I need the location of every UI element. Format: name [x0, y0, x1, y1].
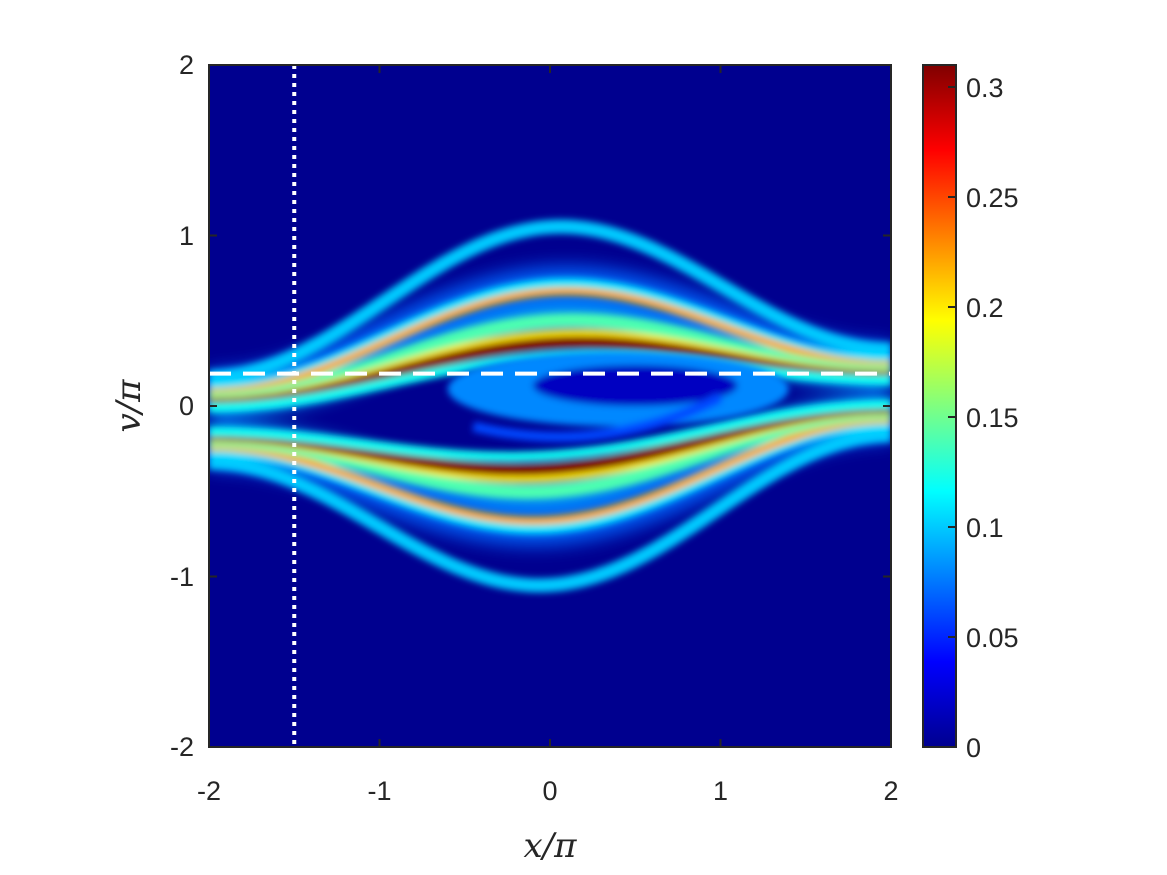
x-axis: -2 -1 0 1 2 x/π: [197, 776, 899, 866]
y-axis-label: v/π: [109, 379, 149, 433]
colorbar-tick-label: 0.3: [966, 73, 1004, 103]
colorbar-tick-label: 0.05: [966, 623, 1019, 653]
density-band: [209, 335, 891, 411]
x-tick-label: 1: [713, 776, 728, 806]
colorbar-tick-label: 0.15: [966, 403, 1019, 433]
density-band: [209, 405, 891, 499]
colorbar-tick-label: 0.1: [966, 513, 1004, 543]
y-tick-label: 2: [179, 50, 194, 80]
heatmap-field: [209, 219, 891, 593]
density-band: [209, 219, 891, 384]
colorbar: 0 0.05 0.1 0.15 0.2 0.25 0.3: [922, 64, 1019, 763]
density-band: [209, 415, 891, 525]
colorbar-frame: [922, 64, 957, 748]
x-axis-label: x/π: [524, 826, 578, 866]
x-tick-label: -2: [197, 776, 221, 806]
x-tick-label: 0: [542, 776, 557, 806]
density-band: [209, 428, 891, 593]
y-axis: -2 -1 0 1 2 v/π: [109, 50, 194, 762]
density-band: [209, 401, 891, 477]
y-tick-label: 0: [179, 391, 194, 421]
density-band: [209, 313, 891, 407]
colorbar-tick-label: 0.2: [966, 293, 1004, 323]
density-band: [209, 399, 891, 462]
colorbar-tick-label: 0.25: [966, 183, 1019, 213]
y-tick-label: 1: [179, 221, 194, 251]
x-tick-label: 2: [883, 776, 898, 806]
y-tick-label: -1: [170, 562, 194, 592]
heatmap: [209, 65, 891, 747]
y-tick-label: -2: [170, 732, 194, 762]
colorbar-gradient: [923, 65, 956, 747]
vortex-swirl: [472, 393, 723, 442]
density-band: [209, 287, 891, 397]
x-tick-label: -1: [367, 776, 391, 806]
colorbar-tick-label: 0: [966, 733, 981, 763]
band-layer: [209, 219, 891, 593]
axis-ticks: [208, 64, 892, 748]
colorbar-ticks: [948, 86, 956, 748]
